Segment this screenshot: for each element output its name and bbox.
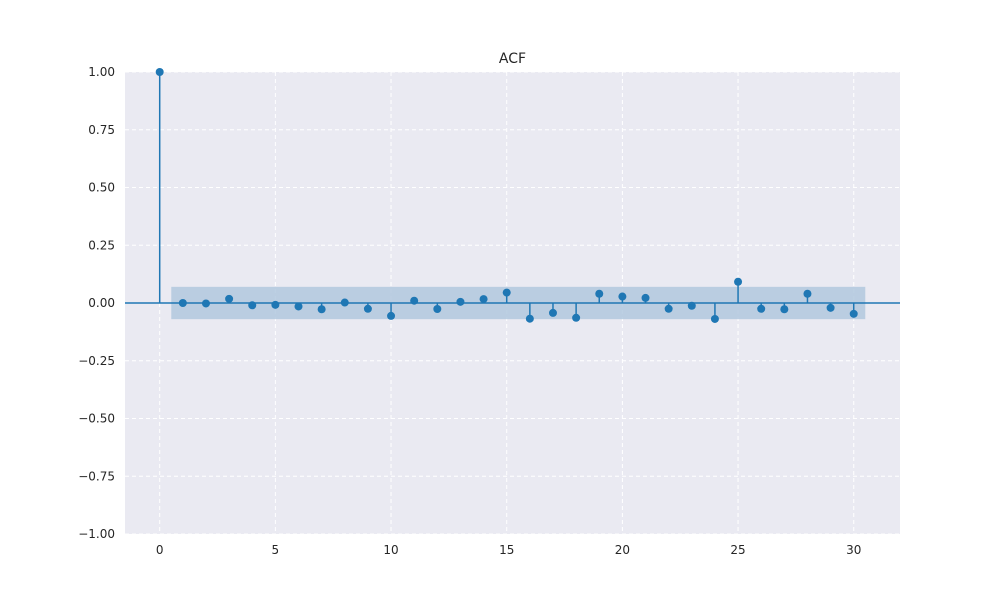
acf-marker <box>201 299 210 308</box>
x-axis-ticks: 0 5 10 15 20 25 30 <box>156 543 861 557</box>
acf-marker <box>710 314 719 323</box>
x-tick-label: 0 <box>156 543 164 557</box>
acf-marker <box>479 295 488 304</box>
x-tick-label: 25 <box>730 543 745 557</box>
acf-marker <box>803 289 812 298</box>
acf-marker <box>363 304 372 313</box>
acf-marker <box>664 304 673 313</box>
acf-marker <box>248 301 257 310</box>
y-tick-label: 0.00 <box>88 296 115 310</box>
x-tick-label: 5 <box>272 543 280 557</box>
x-tick-label: 15 <box>499 543 514 557</box>
acf-marker <box>780 305 789 314</box>
acf-marker <box>410 296 419 305</box>
y-tick-label: 0.25 <box>88 238 115 252</box>
y-tick-label: −0.75 <box>78 469 115 483</box>
acf-marker <box>294 302 303 311</box>
acf-marker <box>433 305 442 314</box>
y-tick-label: −0.25 <box>78 354 115 368</box>
acf-marker <box>618 292 627 301</box>
y-axis-ticks: 1.00 0.75 0.50 0.25 0.00 −0.25 −0.50 −0.75 −1.00 <box>78 65 115 541</box>
acf-markers <box>155 68 858 323</box>
acf-marker <box>502 288 511 297</box>
acf-marker <box>734 277 743 286</box>
y-tick-label: 0.50 <box>88 181 115 195</box>
acf-marker <box>687 301 696 310</box>
acf-marker <box>595 289 604 298</box>
acf-marker <box>317 305 326 314</box>
acf-marker <box>155 68 164 76</box>
acf-marker <box>572 313 581 322</box>
x-tick-label: 20 <box>615 543 630 557</box>
acf-marker <box>849 309 858 318</box>
x-tick-label: 10 <box>383 543 398 557</box>
acf-marker <box>456 297 465 306</box>
y-tick-label: 0.75 <box>88 123 115 137</box>
acf-marker <box>641 293 650 302</box>
acf-marker <box>757 304 766 313</box>
chart-title: ACF <box>499 51 526 67</box>
acf-marker <box>525 314 534 323</box>
acf-marker <box>271 300 280 309</box>
x-tick-label: 30 <box>846 543 861 557</box>
y-tick-label: −1.00 <box>78 527 115 541</box>
acf-marker <box>225 294 234 303</box>
y-tick-label: −0.50 <box>78 412 115 426</box>
acf-marker <box>340 298 349 307</box>
acf-marker <box>826 303 835 312</box>
acf-marker <box>178 299 187 307</box>
y-tick-label: 1.00 <box>88 65 115 79</box>
acf-marker <box>387 311 396 320</box>
acf-marker <box>548 308 557 317</box>
